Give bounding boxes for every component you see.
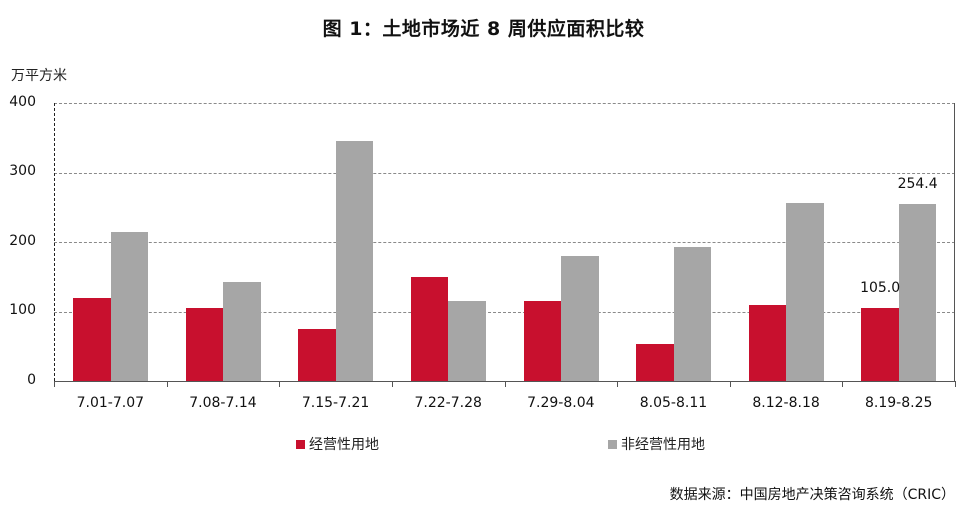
y-tick-200: 200 bbox=[9, 233, 36, 249]
x-tick-mark bbox=[279, 381, 281, 387]
y-tick-0: 0 bbox=[27, 372, 36, 388]
x-tick-label: 7.22-7.28 bbox=[414, 395, 482, 411]
bar-noncommercial bbox=[335, 141, 374, 381]
bar-noncommercial bbox=[448, 301, 486, 381]
bar-commercial bbox=[636, 344, 674, 381]
data-label: 105.0 bbox=[860, 280, 901, 297]
x-tick-label: 7.08-7.14 bbox=[189, 395, 257, 411]
x-tick-label: 7.15-7.21 bbox=[301, 395, 370, 411]
x-tick-mark bbox=[955, 381, 956, 387]
y-tick-400: 400 bbox=[9, 94, 36, 110]
gridline-400 bbox=[54, 103, 955, 104]
gridline-200 bbox=[54, 242, 955, 243]
bar-commercial bbox=[298, 328, 336, 381]
x-tick-mark bbox=[617, 381, 619, 387]
legend-swatch-red bbox=[296, 439, 305, 449]
plot-right-border bbox=[954, 103, 955, 381]
x-tick-mark bbox=[729, 381, 731, 387]
legend-item-noncommercial: 非经营性用地 bbox=[608, 434, 705, 454]
x-tick-mark bbox=[54, 381, 55, 387]
legend-label: 经营性用地 bbox=[309, 437, 379, 453]
gridline-300 bbox=[54, 172, 955, 174]
x-tick-mark bbox=[391, 381, 393, 387]
x-tick-label: 7.01-7.07 bbox=[76, 395, 145, 411]
bar-noncommercial bbox=[223, 282, 261, 381]
bar-commercial bbox=[410, 276, 449, 381]
x-tick-mark bbox=[842, 381, 844, 387]
bar-commercial bbox=[861, 308, 899, 381]
bar-commercial bbox=[185, 308, 224, 381]
plot-area bbox=[54, 103, 956, 387]
bar-noncommercial bbox=[786, 203, 824, 381]
y-tick-300: 300 bbox=[9, 163, 36, 179]
legend-swatch-gray bbox=[608, 439, 617, 449]
bar-noncommercial bbox=[561, 255, 599, 381]
legend-item-commercial: 经营性用地 bbox=[296, 434, 379, 454]
bar-noncommercial bbox=[673, 246, 712, 381]
bar-noncommercial bbox=[110, 232, 148, 381]
x-tick-mark bbox=[166, 381, 168, 387]
data-label: 254.4 bbox=[897, 176, 938, 193]
bar-commercial bbox=[523, 301, 561, 381]
x-tick-label: 7.29-8.04 bbox=[527, 395, 595, 411]
x-tick-label: 8.05-8.11 bbox=[639, 395, 708, 411]
gridline-100 bbox=[54, 311, 955, 313]
y-axis-line bbox=[54, 103, 55, 381]
bar-commercial bbox=[748, 304, 787, 381]
bar-commercial bbox=[73, 298, 111, 381]
x-tick-label: 8.19-8.25 bbox=[864, 395, 933, 411]
y-axis-unit-label: 万平方米 bbox=[11, 68, 67, 84]
x-tick-label: 8.12-8.18 bbox=[752, 395, 820, 411]
legend-label: 非经营性用地 bbox=[621, 437, 705, 453]
data-source-note: 数据来源：中国房地产决策咨询系统（CRIC） bbox=[669, 487, 955, 503]
y-tick-100: 100 bbox=[9, 302, 36, 318]
x-tick-mark bbox=[504, 381, 506, 387]
chart-title: 图 1：土地市场近 8 周供应面积比较 bbox=[322, 18, 645, 40]
bar-noncommercial bbox=[898, 204, 937, 381]
